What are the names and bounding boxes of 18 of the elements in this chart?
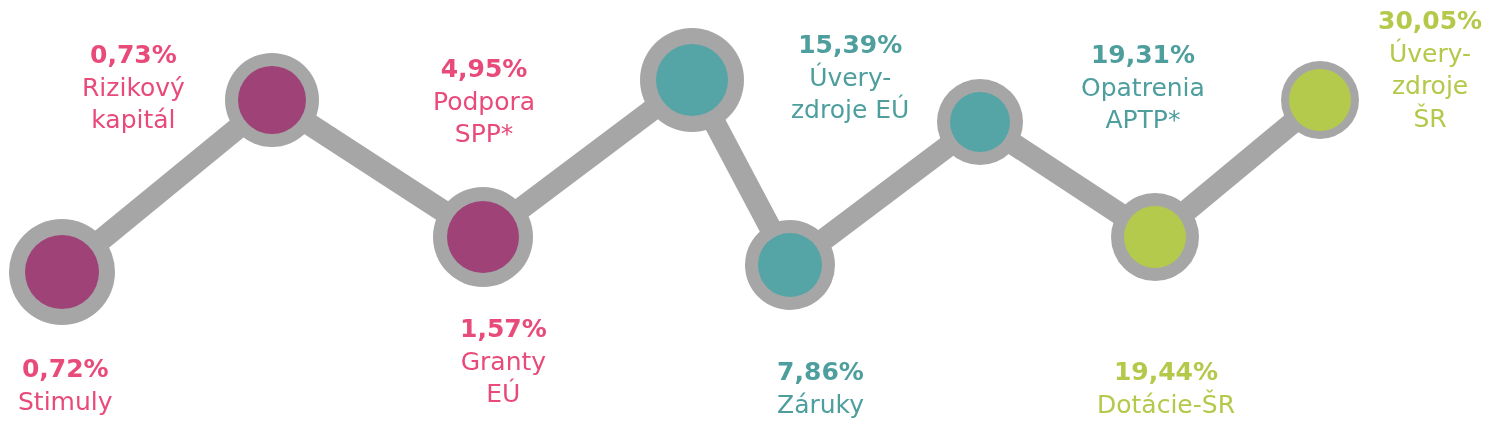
data-label: 0,73% <box>90 40 177 69</box>
category-label: Úvery-zdroje EÚ <box>791 61 910 124</box>
category-label: Úvery-zdroje ŠR <box>1389 37 1472 133</box>
category-label: Opatrenia APTP* <box>1081 72 1205 134</box>
data-label: 19,31% <box>1090 40 1196 69</box>
data-label: 0,72% <box>21 354 109 383</box>
category-label: Rizikový kapitál <box>82 72 186 134</box>
data-label: 30,05% <box>1378 6 1483 35</box>
data-label: 1,57% <box>460 314 547 343</box>
category-label: Záruky <box>777 389 865 419</box>
category-label: Podpora SPP* <box>433 86 536 148</box>
category-label: Dotácie-ŠR <box>1097 388 1236 419</box>
data-label: 19,44% <box>1113 357 1219 386</box>
data-label: 15,39% <box>798 30 903 59</box>
category-label: Granty EÚ <box>460 346 547 408</box>
category-label: Stimuly <box>18 386 113 416</box>
data-label: 4,95% <box>440 54 528 83</box>
data-label: 7,86% <box>777 357 864 386</box>
